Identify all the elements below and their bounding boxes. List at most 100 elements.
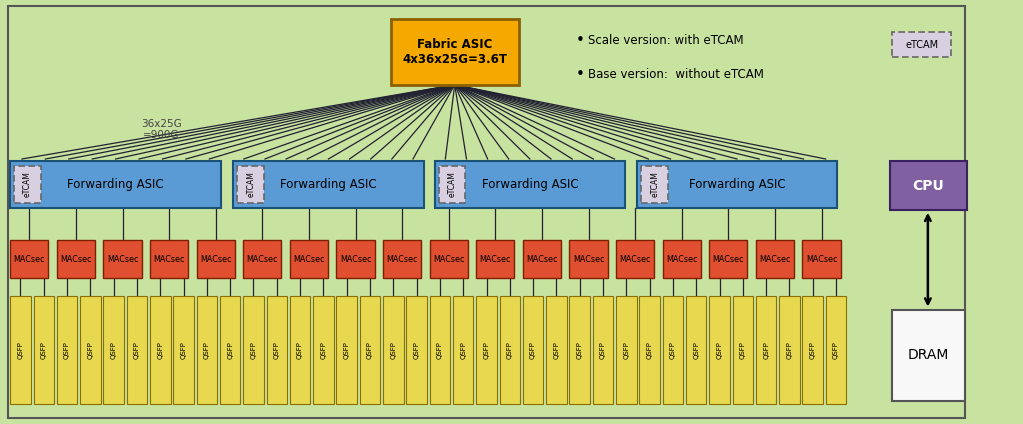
Text: eTCAM: eTCAM [24,171,32,198]
Text: QSFP: QSFP [274,340,280,359]
FancyBboxPatch shape [477,240,515,278]
FancyBboxPatch shape [14,166,41,203]
FancyBboxPatch shape [430,240,468,278]
FancyBboxPatch shape [616,296,636,404]
Text: QSFP: QSFP [484,340,490,359]
FancyBboxPatch shape [570,296,590,404]
FancyBboxPatch shape [663,296,683,404]
FancyBboxPatch shape [453,296,474,404]
FancyBboxPatch shape [57,296,78,404]
Text: QSFP: QSFP [623,340,629,359]
FancyBboxPatch shape [663,240,701,278]
FancyBboxPatch shape [756,240,794,278]
FancyBboxPatch shape [220,296,240,404]
FancyBboxPatch shape [391,19,519,85]
Text: QSFP: QSFP [204,340,210,359]
FancyBboxPatch shape [196,240,235,278]
Text: QSFP: QSFP [670,340,676,359]
FancyBboxPatch shape [709,296,729,404]
FancyBboxPatch shape [383,240,421,278]
FancyBboxPatch shape [10,296,31,404]
FancyBboxPatch shape [570,240,608,278]
Text: QSFP: QSFP [158,340,164,359]
Text: MACsec: MACsec [759,254,791,264]
FancyBboxPatch shape [439,166,465,203]
Text: QSFP: QSFP [553,340,560,359]
FancyBboxPatch shape [732,296,753,404]
Text: QSFP: QSFP [413,340,419,359]
FancyBboxPatch shape [313,296,333,404]
Text: QSFP: QSFP [833,340,839,359]
FancyBboxPatch shape [639,296,660,404]
Text: QSFP: QSFP [647,340,653,359]
Text: QSFP: QSFP [134,340,140,359]
Text: QSFP: QSFP [716,340,722,359]
FancyBboxPatch shape [233,161,424,208]
Text: QSFP: QSFP [601,340,606,359]
Text: eTCAM: eTCAM [651,171,659,198]
FancyBboxPatch shape [826,296,846,404]
Text: MACsec: MACsec [620,254,651,264]
Text: eTCAM: eTCAM [448,171,456,198]
FancyBboxPatch shape [709,240,748,278]
FancyBboxPatch shape [499,296,520,404]
Text: QSFP: QSFP [437,340,443,359]
Text: QSFP: QSFP [367,340,373,359]
Text: MACsec: MACsec [713,254,744,264]
FancyBboxPatch shape [641,166,668,203]
FancyBboxPatch shape [237,166,264,203]
Text: MACsec: MACsec [666,254,698,264]
Text: MACsec: MACsec [60,254,92,264]
FancyBboxPatch shape [477,296,497,404]
FancyBboxPatch shape [173,296,193,404]
Text: eTCAM: eTCAM [247,171,255,198]
FancyBboxPatch shape [103,240,141,278]
FancyBboxPatch shape [523,240,561,278]
FancyBboxPatch shape [8,6,965,418]
FancyBboxPatch shape [243,296,264,404]
Text: CPU: CPU [913,179,944,192]
Text: Forwarding ASIC: Forwarding ASIC [688,178,786,191]
FancyBboxPatch shape [616,240,655,278]
Text: QSFP: QSFP [297,340,303,359]
Text: MACsec: MACsec [526,254,558,264]
Text: Base version:  without eTCAM: Base version: without eTCAM [588,68,764,81]
FancyBboxPatch shape [637,161,837,208]
Text: Scale version: with eTCAM: Scale version: with eTCAM [588,34,744,47]
Text: MACsec: MACsec [13,254,45,264]
Text: QSFP: QSFP [227,340,233,359]
FancyBboxPatch shape [127,296,147,404]
FancyBboxPatch shape [892,32,951,57]
Text: QSFP: QSFP [460,340,466,359]
Text: QSFP: QSFP [17,340,24,359]
Text: MACsec: MACsec [433,254,464,264]
FancyBboxPatch shape [546,296,567,404]
Text: eTCAM: eTCAM [905,39,938,50]
FancyBboxPatch shape [430,296,450,404]
Text: QSFP: QSFP [87,340,93,359]
FancyBboxPatch shape [435,161,625,208]
Text: MACsec: MACsec [480,254,512,264]
Text: QSFP: QSFP [506,340,513,359]
FancyBboxPatch shape [150,296,171,404]
FancyBboxPatch shape [10,161,221,208]
FancyBboxPatch shape [57,240,95,278]
Text: Forwarding ASIC: Forwarding ASIC [280,178,376,191]
FancyBboxPatch shape [103,296,124,404]
FancyBboxPatch shape [196,296,217,404]
Text: QSFP: QSFP [787,340,793,359]
FancyBboxPatch shape [756,296,776,404]
Text: MACsec: MACsec [106,254,138,264]
FancyBboxPatch shape [802,240,841,278]
Text: QSFP: QSFP [694,340,700,359]
FancyBboxPatch shape [406,296,427,404]
FancyBboxPatch shape [80,296,100,404]
FancyBboxPatch shape [686,296,707,404]
Text: QSFP: QSFP [530,340,536,359]
Text: MACsec: MACsec [294,254,324,264]
Text: QSFP: QSFP [181,340,186,359]
Text: MACsec: MACsec [153,254,185,264]
Text: QSFP: QSFP [320,340,326,359]
Text: MACsec: MACsec [387,254,418,264]
FancyBboxPatch shape [337,296,357,404]
